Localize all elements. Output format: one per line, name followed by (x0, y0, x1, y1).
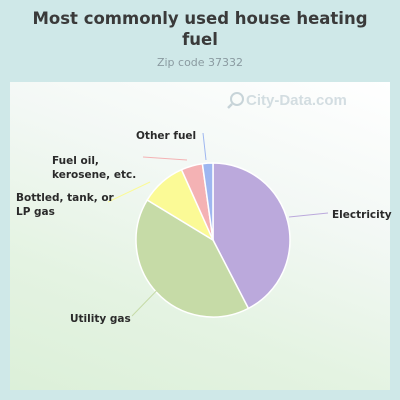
leader-other (202, 132, 207, 161)
label-utility-gas: Utility gas (70, 313, 131, 325)
watermark: City-Data.com (227, 92, 347, 109)
leader-fuel-oil (142, 156, 188, 161)
leader-bottled (107, 181, 151, 203)
chart-title-line-1: Most commonly used house heating (32, 9, 368, 28)
leader-utility-gas (131, 281, 166, 317)
label-bottled-gas: Bottled, tank, or LP gas (16, 192, 117, 218)
label-electricity: Electricity (332, 209, 392, 221)
chart-title: Most commonly used house heating fuel (0, 8, 400, 50)
watermark-text: City-Data.com (246, 92, 347, 109)
label-fuel-oil: Fuel oil, kerosene, etc. (52, 155, 136, 181)
pie-slice-utility-gas (135, 198, 250, 318)
leader-electricity (288, 212, 329, 218)
slice-labels: Other fuel Fuel oil, kerosene, etc. Bott… (16, 130, 392, 325)
leader-lines (107, 132, 329, 317)
pie-slices (135, 162, 291, 318)
pie-slice-other-fuel (201, 162, 214, 241)
chart-title-line-2: fuel (182, 30, 218, 49)
chart-subtitle: Zip code 37332 (156, 56, 244, 69)
pie-slice-electricity (212, 162, 291, 310)
magnifier-icon (227, 92, 244, 109)
label-other-fuel: Other fuel (136, 130, 196, 142)
